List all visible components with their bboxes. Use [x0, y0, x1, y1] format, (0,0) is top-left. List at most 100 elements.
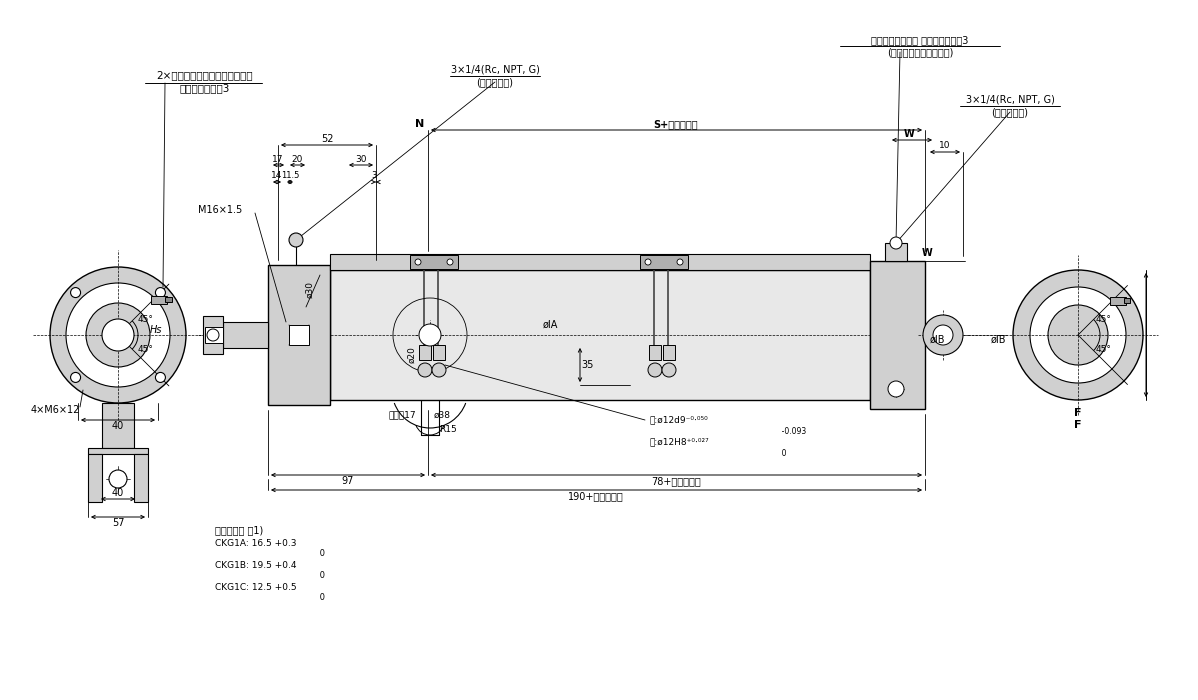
- Text: クレビス幅 注1): クレビス幅 注1): [214, 525, 264, 535]
- Bar: [223, 322, 268, 348]
- Text: ø20: ø20: [407, 346, 417, 363]
- Text: 35: 35: [582, 360, 594, 370]
- Circle shape: [207, 329, 219, 341]
- Text: 3×1/4(Rc, NPT, G): 3×1/4(Rc, NPT, G): [966, 95, 1054, 105]
- Text: 頭部六角穴対辺3: 頭部六角穴対辺3: [180, 83, 230, 93]
- Circle shape: [648, 363, 662, 377]
- Circle shape: [645, 259, 651, 265]
- Text: F: F: [1075, 408, 1082, 418]
- Circle shape: [1030, 287, 1126, 383]
- Text: 97: 97: [341, 476, 355, 486]
- Bar: [202, 316, 223, 354]
- Circle shape: [102, 319, 134, 351]
- Circle shape: [71, 372, 80, 382]
- Bar: [432, 345, 444, 360]
- Text: 30: 30: [356, 155, 367, 164]
- Text: 穴:ø12H8⁺⁰⋅⁰²⁷: 穴:ø12H8⁺⁰⋅⁰²⁷: [651, 438, 709, 447]
- Text: 11.5: 11.5: [280, 172, 300, 181]
- Circle shape: [447, 259, 453, 265]
- Bar: [885, 243, 907, 261]
- Circle shape: [419, 324, 441, 346]
- Text: ø38: ø38: [434, 410, 450, 419]
- Bar: [87, 448, 149, 454]
- Text: 10: 10: [939, 141, 951, 150]
- Text: Hs: Hs: [150, 325, 162, 335]
- Circle shape: [289, 233, 303, 247]
- Circle shape: [71, 288, 80, 298]
- Text: 0: 0: [214, 549, 325, 557]
- Circle shape: [156, 372, 165, 382]
- Bar: [410, 255, 458, 269]
- Text: øIB: øIB: [991, 335, 1006, 345]
- Text: 57: 57: [111, 518, 125, 528]
- Text: 0: 0: [651, 449, 787, 459]
- Text: 0: 0: [214, 570, 325, 580]
- Text: CKG1A: 16.5 +0.3: CKG1A: 16.5 +0.3: [214, 538, 296, 547]
- Circle shape: [888, 381, 904, 397]
- Bar: [1109, 297, 1126, 305]
- Text: 40: 40: [111, 421, 125, 431]
- Text: 45°: 45°: [1095, 344, 1111, 354]
- Bar: [289, 325, 309, 345]
- Circle shape: [415, 259, 420, 265]
- Text: 52: 52: [321, 134, 333, 144]
- Bar: [134, 454, 149, 502]
- Text: (チューブカバー側のみ): (チューブカバー側のみ): [887, 47, 954, 57]
- Text: S+ストローク: S+ストローク: [654, 119, 698, 129]
- Text: N: N: [416, 119, 424, 129]
- Text: R15: R15: [440, 426, 456, 435]
- Text: øIA: øIA: [543, 320, 558, 330]
- Text: CKG1C: 12.5 +0.5: CKG1C: 12.5 +0.5: [214, 582, 297, 592]
- Text: 45°: 45°: [138, 344, 153, 354]
- Circle shape: [922, 315, 963, 355]
- Text: 0: 0: [214, 592, 325, 601]
- Bar: [640, 255, 688, 269]
- Bar: [268, 265, 329, 405]
- Text: CKG1B: 19.5 +0.4: CKG1B: 19.5 +0.4: [214, 561, 296, 570]
- Bar: [205, 327, 223, 343]
- Text: 45°: 45°: [1095, 314, 1111, 323]
- Bar: [870, 261, 925, 409]
- Bar: [419, 345, 431, 360]
- Bar: [649, 345, 661, 360]
- Text: -0.093: -0.093: [651, 428, 806, 437]
- Text: クッションバルブ 頭部六角穴対辺3: クッションバルブ 頭部六角穴対辺3: [871, 35, 969, 45]
- Circle shape: [890, 237, 902, 249]
- Text: 78+ストローク: 78+ストローク: [652, 476, 701, 486]
- Text: øIB: øIB: [930, 335, 945, 345]
- Bar: [329, 270, 870, 400]
- Circle shape: [1048, 305, 1108, 365]
- Text: 二面幅17: 二面幅17: [388, 410, 416, 419]
- Bar: [102, 403, 134, 448]
- Text: 20: 20: [291, 155, 303, 164]
- Text: 40: 40: [111, 488, 125, 498]
- Text: (配管ポート): (配管ポート): [477, 77, 514, 87]
- Circle shape: [1014, 270, 1143, 400]
- Circle shape: [156, 288, 165, 298]
- Text: 4×M6×12: 4×M6×12: [30, 405, 80, 415]
- Bar: [1124, 298, 1130, 303]
- Circle shape: [933, 325, 952, 345]
- Text: M16×1.5: M16×1.5: [198, 205, 242, 215]
- Text: W: W: [903, 129, 914, 139]
- Text: 45°: 45°: [138, 316, 153, 325]
- Bar: [165, 297, 173, 302]
- Circle shape: [418, 363, 432, 377]
- Circle shape: [662, 363, 676, 377]
- Text: ø30: ø30: [305, 281, 315, 298]
- Circle shape: [432, 363, 446, 377]
- Text: 14: 14: [271, 172, 283, 181]
- Circle shape: [109, 470, 127, 488]
- Text: F: F: [1075, 420, 1082, 430]
- Text: W: W: [921, 248, 932, 258]
- Text: 3×1/4(Rc, NPT, G): 3×1/4(Rc, NPT, G): [450, 65, 539, 75]
- Text: 軸:ø12d9⁻⁰⋅⁰⁵⁰: 軸:ø12d9⁻⁰⋅⁰⁵⁰: [651, 416, 709, 424]
- Circle shape: [50, 267, 186, 403]
- Circle shape: [86, 303, 150, 367]
- Bar: [329, 254, 870, 270]
- Text: (配管ポート): (配管ポート): [992, 107, 1029, 117]
- Text: 17: 17: [272, 155, 284, 164]
- Bar: [662, 345, 674, 360]
- Circle shape: [66, 283, 170, 387]
- Circle shape: [677, 259, 683, 265]
